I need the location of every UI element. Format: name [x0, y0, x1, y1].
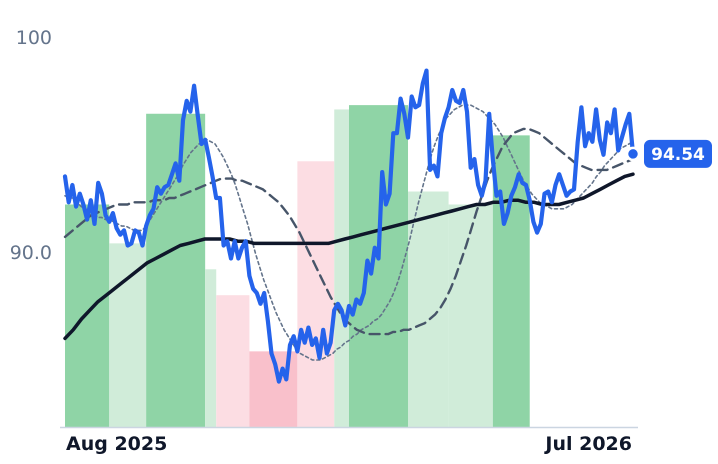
- y-tick-label-100: 100: [16, 27, 52, 49]
- last-value-badge: [644, 139, 712, 168]
- range-band-1: [109, 243, 147, 427]
- series-lines: [62, 68, 636, 384]
- range-band-10: [448, 204, 493, 427]
- range-band-3: [205, 269, 217, 427]
- x-tick-label-end: Jul 2026: [543, 433, 632, 455]
- range-band-9: [408, 191, 449, 427]
- y-tick-label-90: 90.0: [10, 242, 52, 264]
- last-value-label: 94.54: [651, 145, 705, 165]
- series-line-ma-slow: [63, 172, 635, 341]
- last-value-dot: [625, 146, 641, 162]
- range-band-4: [216, 295, 250, 427]
- series-line-ma-mid: [63, 127, 635, 336]
- last-value-marker: 94.54: [625, 139, 712, 168]
- range-band-0: [65, 204, 110, 427]
- series-line-price: [62, 68, 636, 384]
- range-bands: [65, 105, 530, 428]
- range-band-8: [349, 105, 409, 428]
- range-band-11: [492, 135, 530, 428]
- x-tick-label-start: Aug 2025: [66, 433, 167, 455]
- series-line-ma-fast: [64, 104, 634, 361]
- range-band-7: [334, 109, 349, 427]
- range-band-2: [146, 113, 206, 427]
